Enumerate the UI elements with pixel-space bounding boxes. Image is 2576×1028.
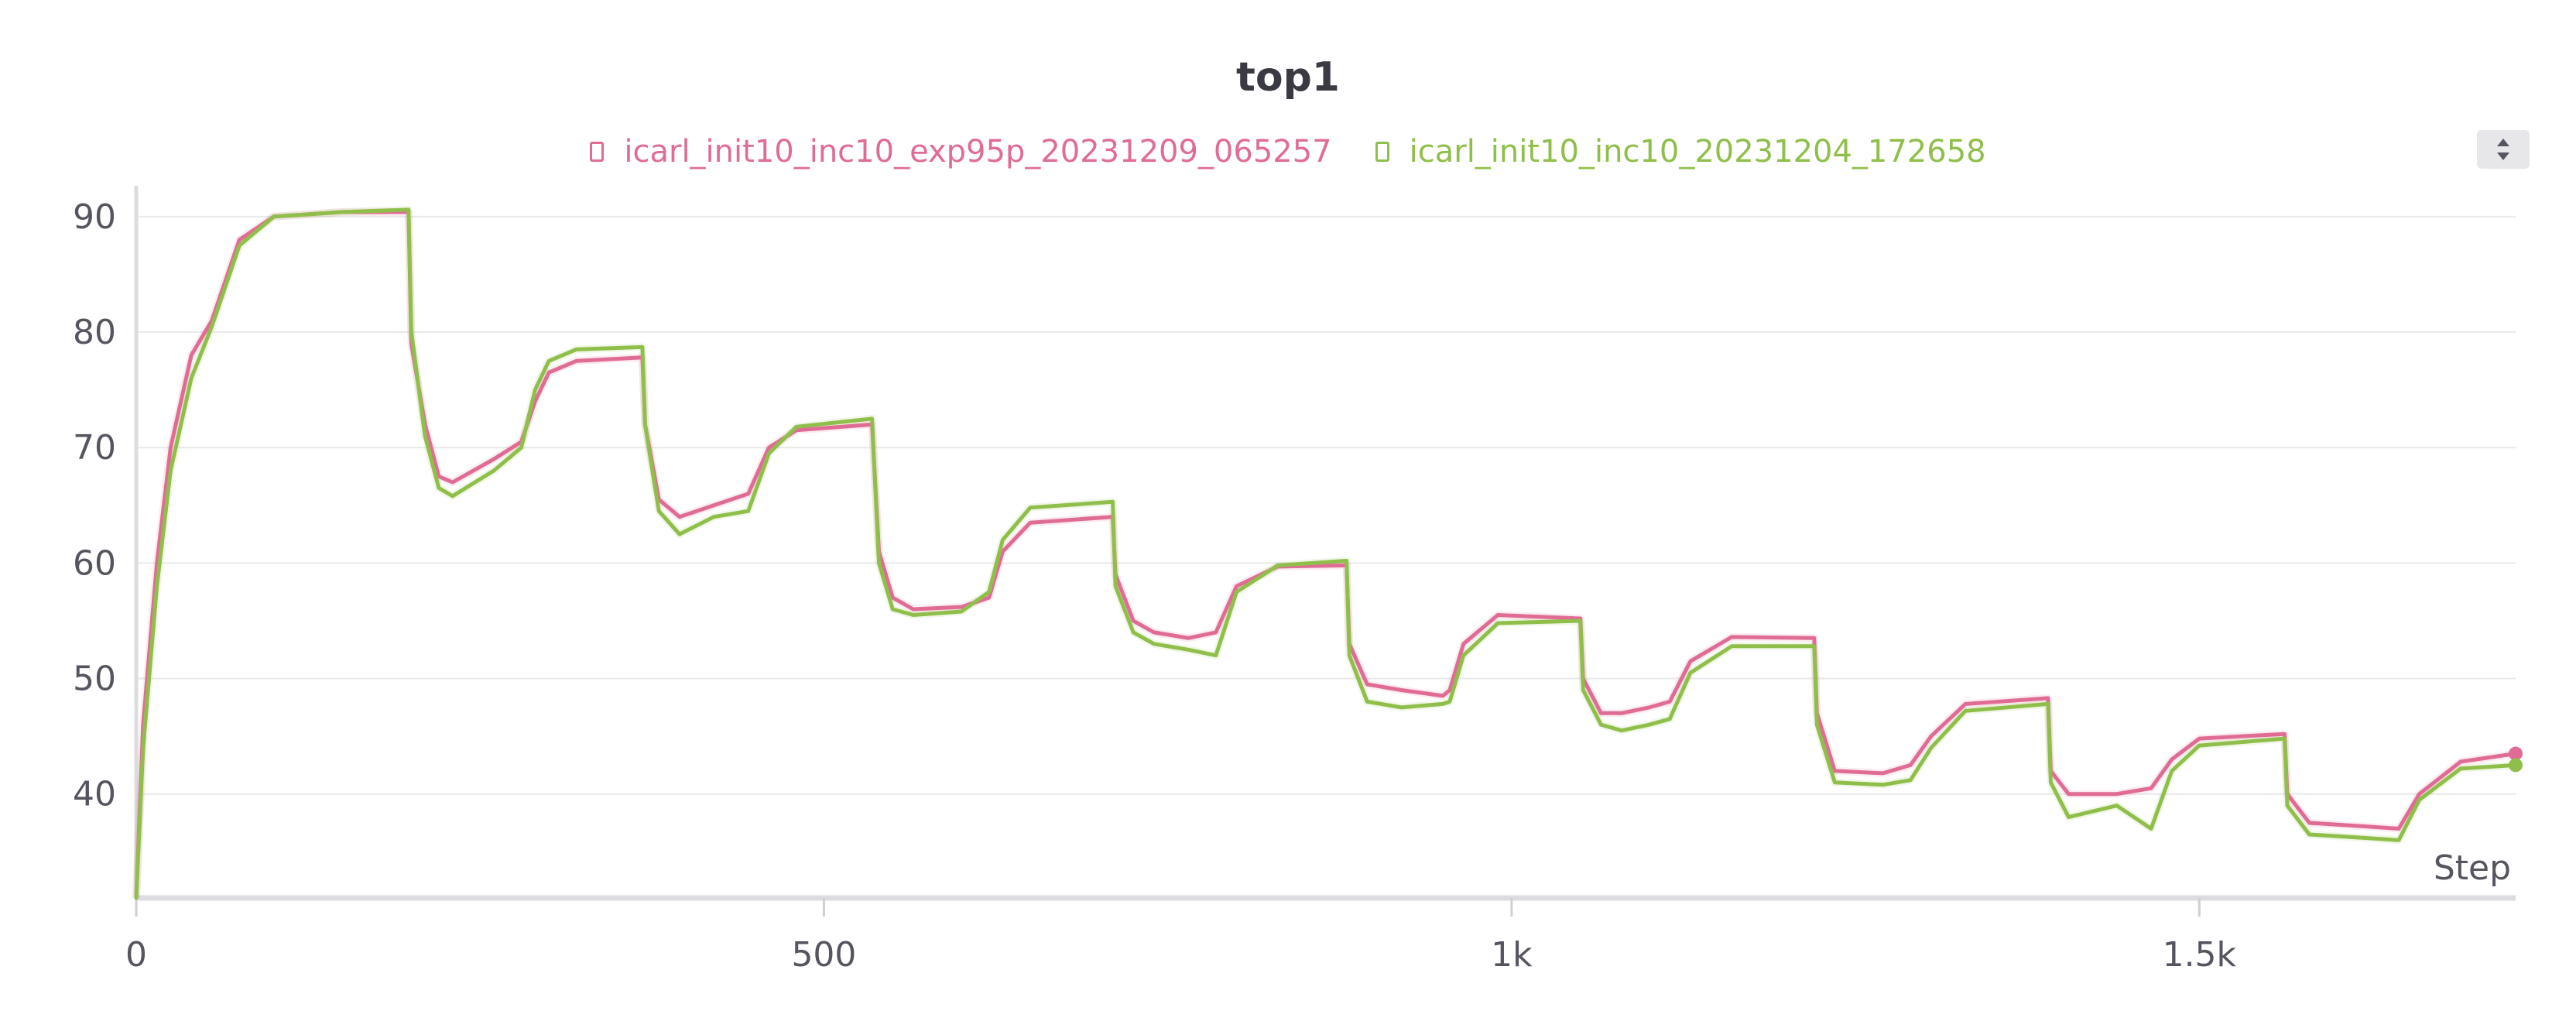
x-tick-label-1k: 1k <box>1491 935 1533 975</box>
tick-labels: 40 50 60 70 80 90 0 500 1k 1.5k Step <box>73 197 2511 975</box>
x-axis-label: Step <box>2434 848 2511 888</box>
x-tick-label-500: 500 <box>791 935 856 975</box>
series-1-raw-band <box>132 207 2516 899</box>
series-1-end-point <box>2509 746 2523 761</box>
legend-scroll-button[interactable] <box>2477 130 2530 169</box>
y-tick-label-70: 70 <box>73 428 116 468</box>
chart-title: top1 <box>1236 54 1340 101</box>
x-tick-label-1.5k: 1.5k <box>2163 935 2237 975</box>
grid-lines <box>136 215 2516 795</box>
legend-item-series-2[interactable]: icarl_init10_inc10_20231204_172658 <box>1375 134 1986 170</box>
y-tick-label-80: 80 <box>73 313 116 352</box>
legend-swatch-series-2 <box>1375 142 1389 162</box>
y-tick-label-40: 40 <box>73 775 116 814</box>
legend-swatch-series-1 <box>590 142 605 162</box>
legend-item-series-1[interactable]: icarl_init10_inc10_exp95p_20231209_06525… <box>590 134 1332 170</box>
series-1-line[interactable] <box>134 210 2518 900</box>
series-2-line[interactable] <box>134 207 2518 900</box>
series-2-end-point <box>2509 758 2523 773</box>
y-tick-label-60: 60 <box>73 543 116 583</box>
sort-arrows-icon <box>2497 139 2509 160</box>
series-lines <box>132 205 2523 900</box>
legend-label-series-2: icarl_init10_inc10_20231204_172658 <box>1409 134 1986 170</box>
legend: icarl_init10_inc10_exp95p_20231209_06525… <box>0 130 2576 173</box>
legend-label-series-1: icarl_init10_inc10_exp95p_20231209_06525… <box>624 134 1332 170</box>
axes <box>134 186 2516 917</box>
x-tick-label-0: 0 <box>125 935 147 975</box>
y-tick-label-90: 90 <box>73 197 116 237</box>
y-tick-label-50: 50 <box>73 660 116 699</box>
